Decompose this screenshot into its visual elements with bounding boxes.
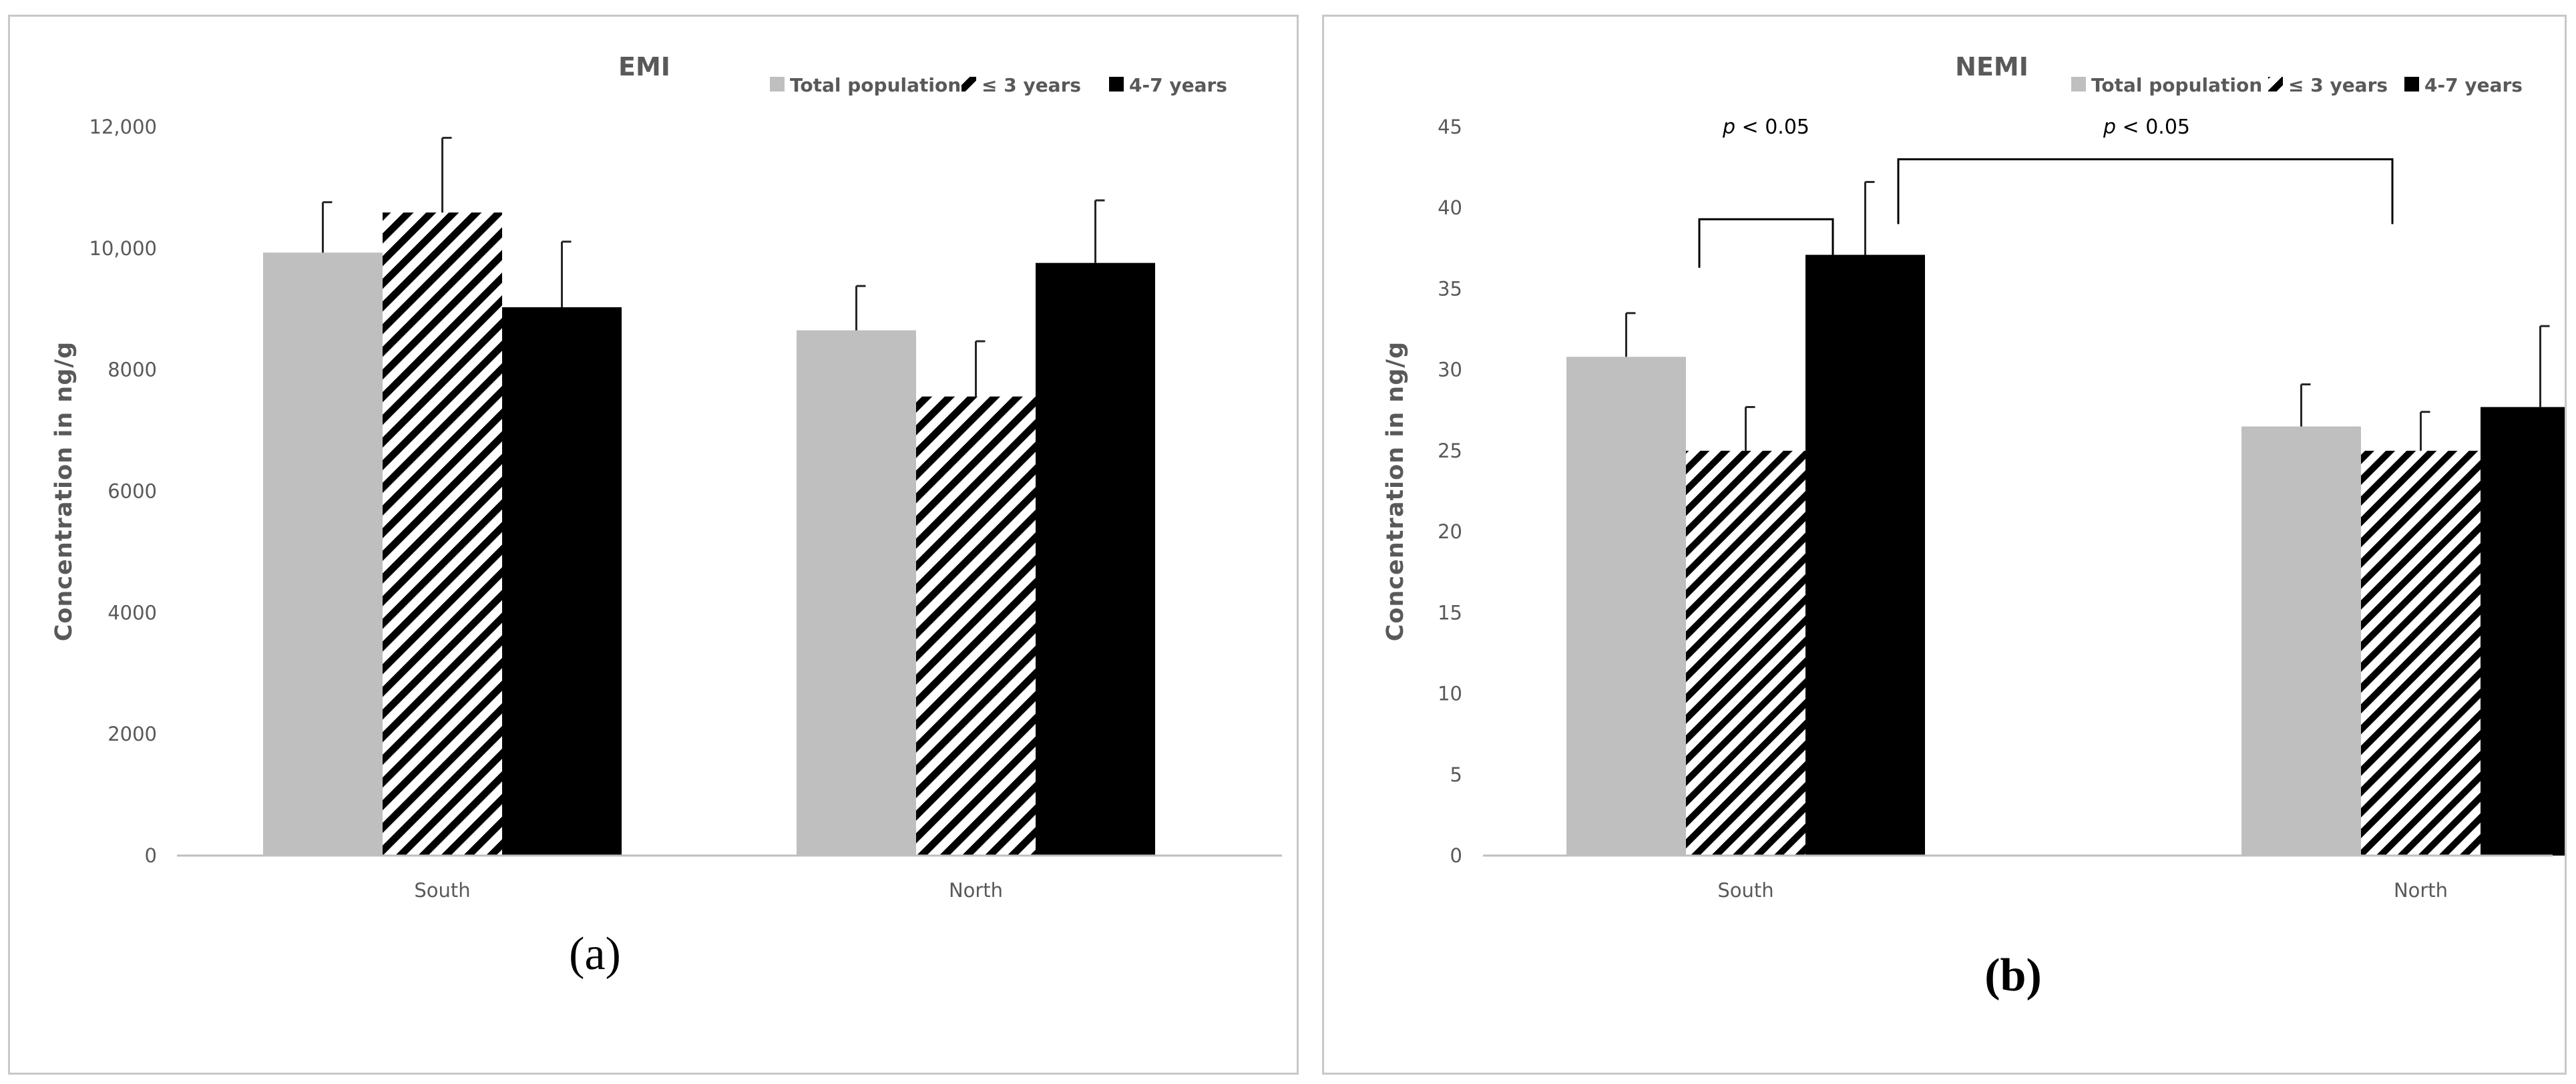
y-tick-label: 0	[145, 844, 157, 867]
p-symbol: p	[2103, 116, 2116, 139]
legend-swatch-2	[2268, 77, 2283, 92]
significance-bracket-2	[1897, 158, 2394, 224]
legend-swatch-1	[2071, 77, 2086, 92]
bar-north-series-2	[2361, 450, 2481, 856]
y-tick-label: 2000	[108, 723, 157, 745]
chart-title: NEMI	[1955, 52, 2028, 81]
y-tick-label: 6000	[108, 480, 157, 503]
legend-label-3: 4-7 years	[2424, 74, 2523, 96]
bar-south-series-2	[383, 212, 502, 856]
bar-south-series-1	[1566, 357, 1686, 856]
emi-chart: EMI Total population ≤ 3 years 4-7 years 0 20…	[51, 52, 1282, 980]
legend-swatch-2	[961, 77, 976, 92]
bar-north-series-1	[2241, 426, 2361, 856]
y-tick-label: 0	[1450, 844, 1462, 867]
x-category-label: North	[949, 879, 1003, 902]
bar-south-series-3	[1805, 254, 1925, 856]
y-tick-label: 8000	[108, 359, 157, 381]
y-tick-label: 10,000	[89, 237, 157, 260]
bar-north-series-1	[797, 330, 916, 856]
p-threshold: < 0.05	[2116, 116, 2190, 139]
legend-swatch-1	[770, 77, 785, 92]
bar-north-series-3	[2481, 407, 2576, 856]
y-tick-label: 20	[1438, 520, 1462, 543]
bar-north-series-2	[916, 396, 1036, 856]
bar-south-series-3	[502, 307, 622, 856]
chart-panel-a: EMI Total population ≤ 3 years 4-7 years 0 20…	[8, 15, 1299, 1075]
chart-title: EMI	[618, 52, 670, 81]
y-tick-label: 40	[1438, 196, 1462, 219]
legend-label-2: ≤ 3 years	[982, 74, 1081, 96]
p-symbol: p	[1722, 116, 1735, 139]
y-tick-label: 12,000	[89, 116, 157, 138]
y-tick-label: 45	[1438, 116, 1462, 138]
bar-south-series-1	[263, 252, 383, 856]
p-threshold: < 0.05	[1735, 116, 1809, 139]
legend-label-2: ≤ 3 years	[2288, 74, 2388, 96]
legend-swatch-3	[1109, 77, 1124, 92]
x-category-label: North	[2394, 879, 2448, 902]
x-category-label: South	[414, 879, 470, 902]
legend-label-1: Total population	[2091, 74, 2262, 96]
y-tick-label: 35	[1438, 277, 1462, 300]
x-category-label: South	[1717, 879, 1773, 902]
bar-north-series-3	[1036, 262, 1155, 856]
y-tick-label: 4000	[108, 601, 157, 624]
legend-label-1: Total population	[790, 74, 961, 96]
legend-swatch-3	[2404, 77, 2419, 92]
panel-label-b: (b)	[1984, 950, 2042, 1001]
bar-south-series-2	[1686, 450, 1805, 856]
y-tick-label: 10	[1438, 683, 1462, 705]
significance-bracket-1	[1698, 218, 1834, 268]
nemi-chart: NEMI Total population ≤ 3 years 4-7 years 0 5…	[1382, 52, 2576, 1001]
significance-label-2: p < 0.05	[2103, 116, 2190, 139]
y-axis-label: Concentration in ng/g	[1382, 341, 1409, 641]
y-tick-label: 15	[1438, 601, 1462, 624]
y-tick-label: 5	[1450, 763, 1462, 786]
legend-label-3: 4-7 years	[1129, 74, 1227, 96]
y-axis-label: Concentration in ng/g	[51, 341, 77, 641]
panel-label-a: (a)	[569, 928, 621, 980]
y-tick-label: 30	[1438, 359, 1462, 381]
y-tick-label: 25	[1438, 439, 1462, 462]
significance-label-1: p < 0.05	[1722, 116, 1809, 139]
chart-panel-b: NEMI Total population ≤ 3 years 4-7 years 0 5…	[1322, 15, 2576, 1075]
